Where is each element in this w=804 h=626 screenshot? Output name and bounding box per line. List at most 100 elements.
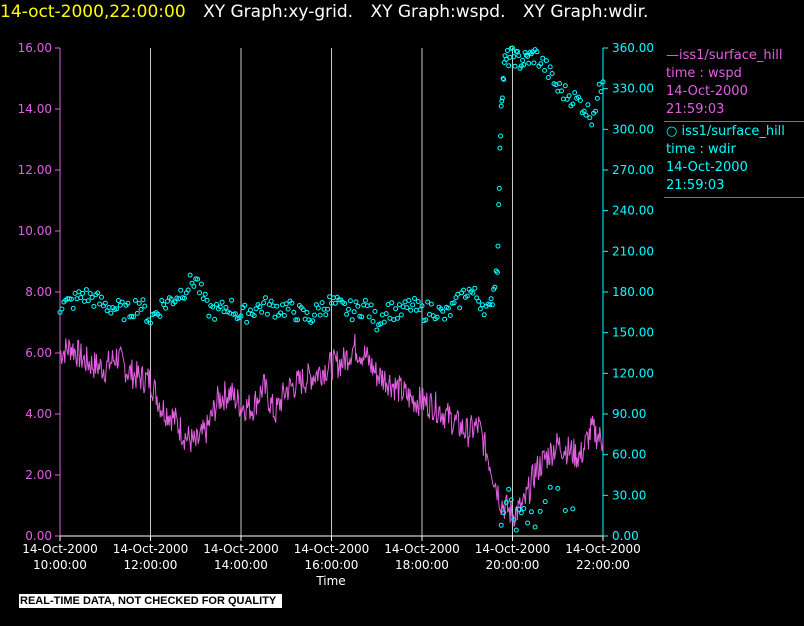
wdir-point	[410, 302, 416, 308]
wdir-point	[503, 56, 509, 62]
wdir-point	[496, 185, 502, 191]
wdir-point	[315, 305, 321, 311]
wdir-point	[495, 243, 501, 249]
x-tick-label-date: 14-Oct-2000	[113, 542, 189, 556]
wdir-point	[125, 300, 131, 306]
wdir-point	[464, 293, 470, 299]
wdir-point	[415, 299, 421, 304]
legend-entry-wspd: —iss1/surface_hill time : wspd 14-Oct-20…	[664, 46, 804, 122]
wdir-point	[114, 306, 120, 312]
wdir-point	[347, 298, 353, 304]
wdir-point	[317, 312, 323, 318]
wdir-point	[423, 317, 429, 323]
y-left-tick-label: 16.00	[18, 41, 52, 55]
wdir-point	[293, 317, 299, 323]
wdir-point	[80, 290, 86, 296]
wdir-point	[447, 313, 453, 318]
wdir-point	[395, 315, 400, 321]
wdir-point	[257, 304, 263, 310]
wdir-point	[181, 295, 187, 301]
wdir-point	[285, 306, 291, 312]
wdir-point	[232, 311, 238, 317]
y-left-tick-label: 8.00	[25, 285, 52, 299]
wdir-point	[577, 98, 583, 103]
wdir-point	[511, 517, 517, 523]
wdir-point	[545, 75, 551, 80]
wdir-point	[242, 302, 248, 308]
wdir-point	[85, 298, 91, 304]
x-tick-label-date: 14-Oct-2000	[475, 542, 551, 556]
wdir-point	[244, 319, 250, 325]
y-right-tick-label: 150.00	[612, 326, 654, 340]
wdir-point	[501, 76, 507, 82]
wdir-point	[300, 307, 306, 313]
wdir-point	[219, 299, 225, 305]
wdir-point	[264, 311, 270, 317]
wdir-point	[229, 297, 235, 303]
wdir-point	[525, 53, 531, 59]
wdir-point	[89, 294, 95, 300]
wdir-point	[95, 290, 101, 296]
wdir-point	[157, 313, 163, 319]
wdir-point	[217, 304, 223, 310]
x-tick-label-date: 14-Oct-2000	[384, 542, 460, 556]
wdir-point	[134, 310, 140, 316]
wdir-point	[99, 294, 104, 300]
x-tick-label-date: 14-Oct-2000	[22, 542, 98, 556]
wdir-point	[396, 302, 402, 308]
wdir-point	[496, 202, 502, 208]
wdir-point	[476, 298, 482, 304]
wdir-point	[261, 300, 267, 306]
wdir-point	[526, 60, 532, 66]
wdir-point	[419, 303, 425, 309]
wdir-point	[593, 108, 598, 114]
x-tick-label-time: 10:00:00	[33, 558, 87, 572]
wdir-point	[119, 299, 125, 305]
wdir-point	[534, 49, 540, 55]
wdir-point	[325, 306, 331, 312]
y-left-tick-label: 2.00	[25, 468, 52, 482]
legend: —iss1/surface_hill time : wspd 14-Oct-20…	[664, 46, 804, 198]
wdir-point	[510, 45, 515, 51]
wdir-point	[283, 301, 289, 307]
y-right-tick-label: 60.00	[612, 448, 646, 462]
wdir-point	[543, 58, 549, 64]
wdir-point	[412, 296, 417, 301]
x-tick-label-time: 20:00:00	[486, 558, 540, 572]
wdir-point	[91, 303, 97, 309]
wdir-point	[542, 67, 548, 73]
y-right-tick-label: 270.00	[612, 163, 654, 177]
wdir-point	[494, 269, 500, 275]
y-left-tick-label: 6.00	[25, 346, 52, 360]
wdir-point	[178, 287, 184, 293]
y-right-tick-label: 120.00	[612, 366, 654, 380]
wdir-point	[140, 297, 146, 303]
y-left-tick-label: 4.00	[25, 407, 52, 421]
wdir-point	[78, 295, 84, 301]
wdir-point	[295, 317, 301, 323]
x-tick-label-date: 14-Oct-2000	[294, 542, 370, 556]
wdir-point	[428, 301, 434, 307]
wdir-point	[187, 272, 193, 278]
wdir-point	[359, 314, 365, 320]
wdir-point	[538, 61, 544, 67]
wdir-point	[498, 133, 504, 139]
wdir-point	[498, 522, 504, 528]
wdir-point	[212, 316, 218, 322]
wdir-point	[336, 297, 342, 303]
y-left-tick-label: 0.00	[25, 529, 52, 543]
y-right-tick-label: 30.00	[612, 488, 646, 502]
legend-wspd-source: —iss1/surface_hill	[666, 48, 783, 63]
y-right-tick-label: 0.00	[612, 529, 639, 543]
wdir-point	[204, 297, 210, 303]
x-tick-label-time: 22:00:00	[576, 558, 630, 572]
wdir-point	[398, 312, 404, 318]
wdir-point	[312, 312, 317, 318]
wdir-point	[393, 306, 399, 312]
wdir-point	[566, 93, 572, 99]
wdir-point	[319, 300, 325, 306]
legend-entry-wdir: ○ iss1/surface_hill time : wdir 14-Oct-2…	[664, 122, 804, 198]
wdir-point	[342, 301, 348, 307]
wdir-point	[512, 63, 518, 69]
